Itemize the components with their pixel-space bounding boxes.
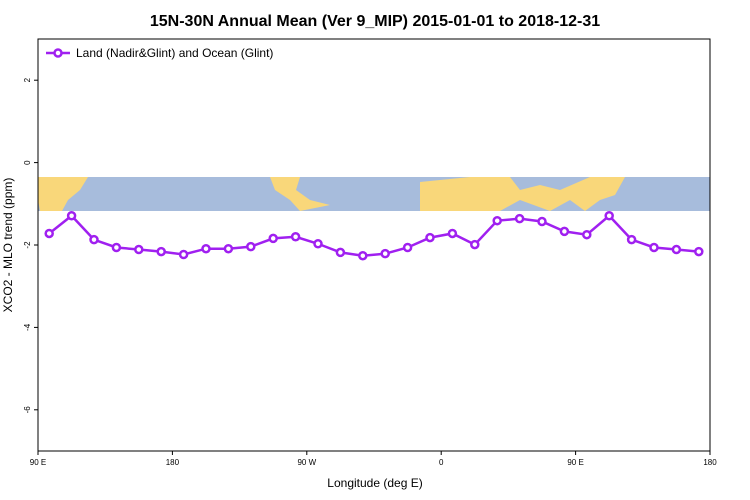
land: [38, 177, 88, 211]
x-tick-label: 0: [439, 458, 444, 467]
data-point: [604, 210, 614, 221]
data-point: [514, 213, 525, 224]
data-point: [402, 242, 413, 253]
data-point: [358, 250, 368, 261]
legend-label: Land (Nadir&Glint) and Ocean (Glint): [76, 46, 273, 60]
data-point: [559, 226, 570, 237]
data-point: [492, 215, 502, 226]
land: [420, 177, 625, 211]
x-tick-label: 90 E: [567, 458, 583, 467]
x-tick-label: 180: [166, 458, 180, 467]
y-tick-label: -4: [23, 323, 32, 331]
x-tick-label: 90 W: [297, 458, 316, 467]
data-point: [156, 246, 166, 257]
data-point: [671, 244, 682, 255]
data-point: [447, 228, 458, 239]
series-line: [48, 214, 699, 257]
data-point: [694, 246, 704, 257]
data-point: [246, 241, 256, 252]
data-point: [425, 232, 435, 243]
data-point: [111, 242, 122, 253]
data-point: [537, 216, 547, 227]
data-point: [290, 232, 301, 242]
x-tick-label: 90 E: [30, 458, 46, 467]
data-point: [223, 243, 234, 254]
data-point: [649, 242, 659, 253]
data-point: [470, 239, 480, 250]
x-tick-label: 180: [703, 458, 717, 467]
data-point: [582, 229, 592, 240]
data-point: [268, 233, 278, 244]
y-tick-label: 0: [23, 160, 32, 165]
data-point: [134, 244, 144, 255]
data-point: [626, 234, 637, 245]
legend-marker: [53, 48, 63, 58]
x-axis-label: Longitude (deg E): [327, 476, 422, 490]
y-tick-label: 2: [23, 77, 32, 82]
data-point: [201, 243, 211, 254]
data-point: [44, 228, 54, 239]
data-point: [178, 249, 189, 260]
y-axis-label: XCO2 - MLO trend (ppm): [1, 178, 15, 313]
data-point: [380, 248, 390, 259]
chart-title: 15N-30N Annual Mean (Ver 9_MIP) 2015-01-…: [150, 13, 600, 30]
data-point: [335, 247, 346, 258]
data-point: [66, 210, 77, 221]
y-tick-label: -2: [23, 241, 32, 249]
land: [270, 177, 330, 211]
y-tick-label: -6: [23, 406, 32, 414]
map-strip: [38, 177, 710, 211]
data-point: [313, 239, 323, 249]
data-point: [89, 234, 99, 245]
